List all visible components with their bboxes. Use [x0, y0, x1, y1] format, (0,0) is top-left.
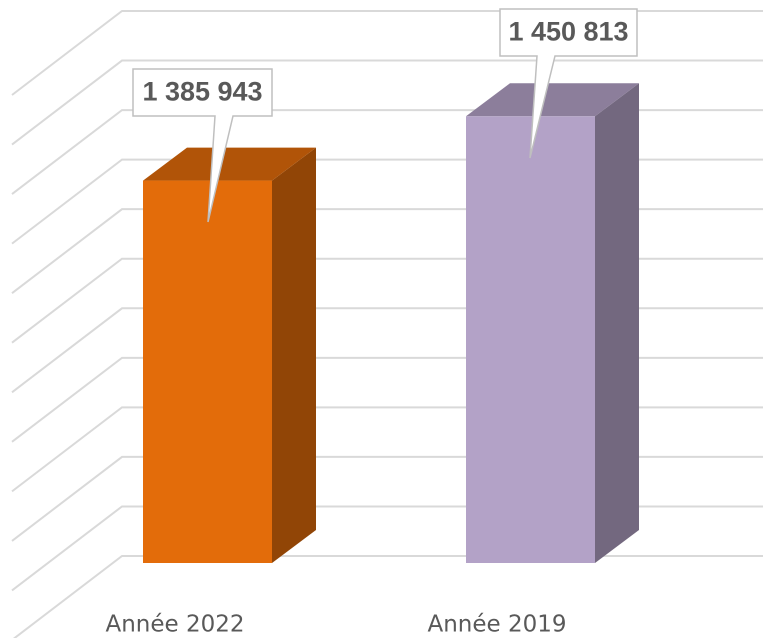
grid-line — [11, 455, 763, 542]
grid-line — [11, 505, 763, 592]
x-tick-label: Année 2019 — [427, 612, 566, 638]
grid-line — [11, 208, 763, 294]
grid-line — [11, 257, 763, 344]
grid-line — [11, 59, 763, 146]
x-tick-label: Année 2022 — [105, 612, 244, 638]
bar-top — [466, 83, 639, 117]
callout — [132, 68, 273, 223]
grid-line — [11, 158, 763, 245]
data-label: 1 450 813 — [508, 17, 628, 47]
grid-line — [11, 10, 763, 96]
bar — [143, 180, 272, 564]
grid-line — [11, 307, 763, 394]
bar-side — [595, 83, 639, 563]
grid-line — [11, 109, 763, 195]
grid-line — [11, 356, 763, 443]
data-label: 1 385 943 — [142, 77, 262, 107]
bar-top — [143, 147, 316, 181]
bar-side — [272, 147, 316, 564]
grid-line — [11, 406, 763, 493]
bar — [466, 116, 595, 563]
callout — [499, 8, 638, 159]
